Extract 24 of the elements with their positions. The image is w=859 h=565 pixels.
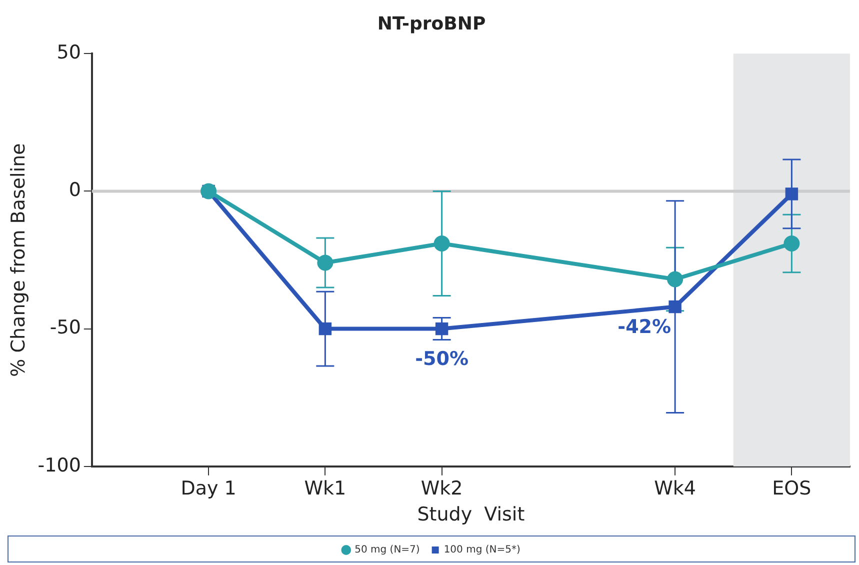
legend-label: 50 mg (N=7) [354,544,420,556]
point [318,322,332,336]
point [668,300,682,314]
legend-label: 100 mg (N=5*) [444,544,520,556]
annotation: -50% [415,348,468,370]
y-tick-label: -50 [50,316,81,339]
point [784,235,800,252]
y-tick-label: -100 [38,454,81,476]
point [434,235,450,252]
y-axis-title: % Change from Baseline [7,143,30,377]
point [317,254,334,271]
x-tick-label: Wk4 [654,478,696,500]
x-axis-title: Study Visit [417,504,525,526]
point [667,271,684,288]
x-tick-label: Wk2 [420,478,463,500]
annotation: -42% [618,316,672,338]
x-tick-label: Day 1 [180,478,236,500]
chart-title: NT-proBNP [377,13,486,34]
point [435,322,448,336]
x-tick-label: Wk1 [304,478,346,500]
y-tick-label: 0 [68,179,81,202]
point [785,188,798,200]
y-tick-label: 50 [56,42,81,64]
x-tick-label: EOS [772,478,812,500]
